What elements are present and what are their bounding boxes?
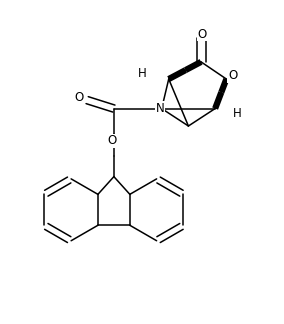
Text: H: H <box>233 107 242 120</box>
Text: O: O <box>108 134 117 147</box>
Text: O: O <box>198 28 207 41</box>
Text: O: O <box>74 91 83 104</box>
Text: O: O <box>228 69 237 82</box>
Text: N: N <box>156 101 165 114</box>
Text: H: H <box>138 67 146 80</box>
